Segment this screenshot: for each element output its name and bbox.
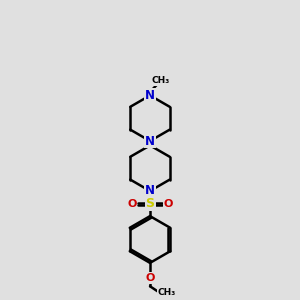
Text: N: N <box>145 89 155 102</box>
Text: CH₃: CH₃ <box>151 76 169 85</box>
Text: O: O <box>164 199 173 209</box>
Text: N: N <box>145 184 155 197</box>
Text: O: O <box>127 199 136 209</box>
Text: CH₃: CH₃ <box>158 288 176 297</box>
Text: O: O <box>145 273 155 284</box>
Text: N: N <box>145 134 155 148</box>
Text: S: S <box>146 197 154 210</box>
